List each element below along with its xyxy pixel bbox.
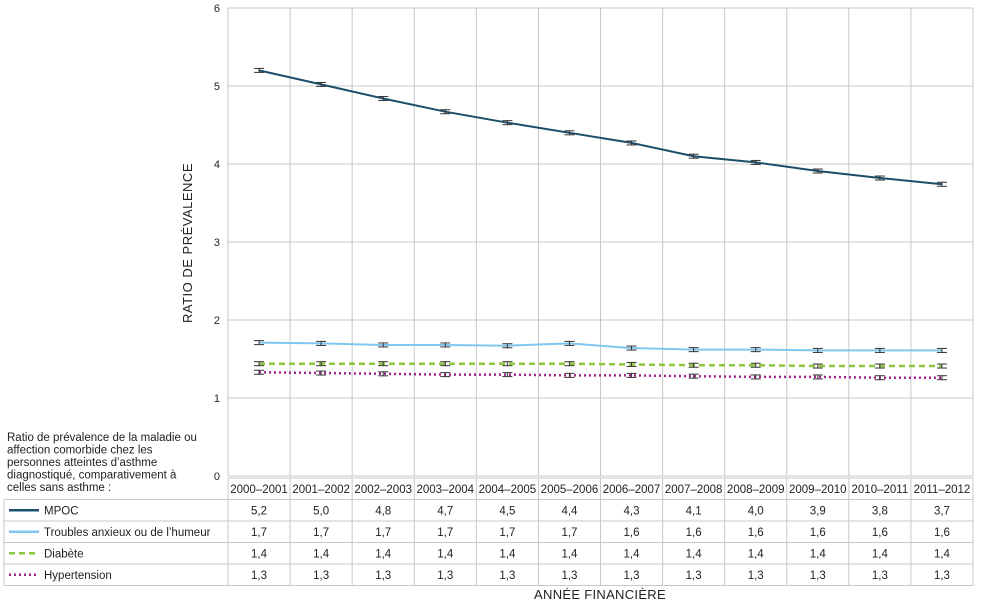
data-label: 1,6 xyxy=(872,527,888,539)
y-tick-label: 3 xyxy=(214,237,220,249)
data-label: 3,7 xyxy=(934,505,950,517)
y-tick-label: 5 xyxy=(214,81,220,93)
y-axis-label: RATIO DE PRÉVALENCE xyxy=(180,163,195,323)
data-label: 1,3 xyxy=(375,570,391,582)
table-caption-line: affection comorbide chez les xyxy=(7,445,153,457)
data-label: 1,3 xyxy=(810,570,826,582)
data-label: 1,7 xyxy=(437,527,453,539)
data-label: 1,6 xyxy=(934,527,950,539)
legend-label: MPOC xyxy=(44,505,79,517)
y-tick-label: 0 xyxy=(214,471,220,483)
series-line xyxy=(259,362,942,368)
data-label: 1,4 xyxy=(748,548,765,560)
data-label: 4,1 xyxy=(686,505,702,517)
series-lines xyxy=(254,67,947,381)
category-label: 2002–2003 xyxy=(354,484,412,496)
data-label: 1,6 xyxy=(748,527,764,539)
data-label: 4,4 xyxy=(561,505,578,517)
data-label: 1,3 xyxy=(437,570,453,582)
y-tick-label: 1 xyxy=(214,393,220,405)
category-label: 2008–2009 xyxy=(727,484,785,496)
category-label: 2000–2001 xyxy=(230,484,288,496)
data-label: 1,4 xyxy=(934,548,951,560)
category-label: 2006–2007 xyxy=(603,484,661,496)
data-label: 4,0 xyxy=(748,505,764,517)
y-tick-label: 6 xyxy=(214,3,220,15)
data-label: 1,3 xyxy=(872,570,888,582)
legend-label: Troubles anxieux ou de l’humeur xyxy=(44,527,211,539)
table-caption-line: Ratio de prévalence de la maladie ou xyxy=(7,432,197,444)
data-label: 1,4 xyxy=(499,548,516,560)
category-label: 2001–2002 xyxy=(292,484,350,496)
data-label: 1,4 xyxy=(251,548,268,560)
table-caption: Ratio de prévalence de la maladie ou affe… xyxy=(7,432,197,494)
data-table: 2000–2001 2001–2002 2002–2003 2003–2004 2004… xyxy=(3,477,974,586)
data-label: 1,6 xyxy=(624,527,640,539)
data-label: 1,3 xyxy=(686,570,702,582)
grid xyxy=(227,7,974,477)
data-label: 1,3 xyxy=(934,570,950,582)
data-label: 1,6 xyxy=(686,527,702,539)
series-line xyxy=(258,69,943,186)
data-label: 1,4 xyxy=(561,548,578,560)
legend-label: Hypertension xyxy=(44,570,112,582)
y-tick-label: 2 xyxy=(214,315,220,327)
data-label: 1,7 xyxy=(561,527,577,539)
data-label: 1,7 xyxy=(499,527,515,539)
data-label: 1,3 xyxy=(251,570,267,582)
category-label: 2010–2011 xyxy=(852,484,909,496)
y-tick-label: 4 xyxy=(214,159,220,171)
data-label: 1,4 xyxy=(872,548,889,560)
category-label: 2005–2006 xyxy=(541,484,599,496)
table-caption-line: personnes atteintes d’asthme xyxy=(7,457,157,469)
data-label: 1,3 xyxy=(313,570,329,582)
data-label: 1,3 xyxy=(561,570,577,582)
data-label: 1,6 xyxy=(810,527,826,539)
legend-label: Diabète xyxy=(44,548,84,560)
y-axis-ticks: 0 1 2 3 4 5 6 xyxy=(214,3,220,483)
category-label: 2011–2012 xyxy=(914,484,971,496)
data-label: 4,3 xyxy=(624,505,640,517)
data-label: 4,8 xyxy=(375,505,391,517)
data-label: 1,4 xyxy=(375,548,392,560)
data-label: 1,4 xyxy=(810,548,827,560)
series-line xyxy=(258,341,942,352)
data-label: 1,7 xyxy=(313,527,329,539)
category-label: 2003–2004 xyxy=(417,484,475,496)
data-label: 5,2 xyxy=(251,505,267,517)
series-line xyxy=(258,371,942,379)
x-axis-label: ANNÉE FINANCIÈRE xyxy=(534,587,666,602)
category-label: 2009–2010 xyxy=(789,484,847,496)
data-label: 1,4 xyxy=(686,548,703,560)
data-label: 3,8 xyxy=(872,505,888,517)
data-label: 1,3 xyxy=(499,570,515,582)
data-label: 4,5 xyxy=(499,505,515,517)
data-label: 1,3 xyxy=(624,570,640,582)
data-label: 1,4 xyxy=(313,548,330,560)
data-label: 5,0 xyxy=(313,505,329,517)
data-label: 1,4 xyxy=(437,548,454,560)
category-label: 2007–2008 xyxy=(665,484,723,496)
category-label: 2004–2005 xyxy=(479,484,537,496)
data-label: 3,9 xyxy=(810,505,826,517)
data-label: 1,7 xyxy=(375,527,391,539)
data-label: 1,3 xyxy=(748,570,764,582)
table-caption-line: diagnostiqué, comparativement à xyxy=(7,470,177,482)
data-label: 4,7 xyxy=(437,505,453,517)
data-label: 1,4 xyxy=(624,548,641,560)
data-label: 1,7 xyxy=(251,527,267,539)
table-caption-line: celles sans asthme : xyxy=(7,482,111,494)
